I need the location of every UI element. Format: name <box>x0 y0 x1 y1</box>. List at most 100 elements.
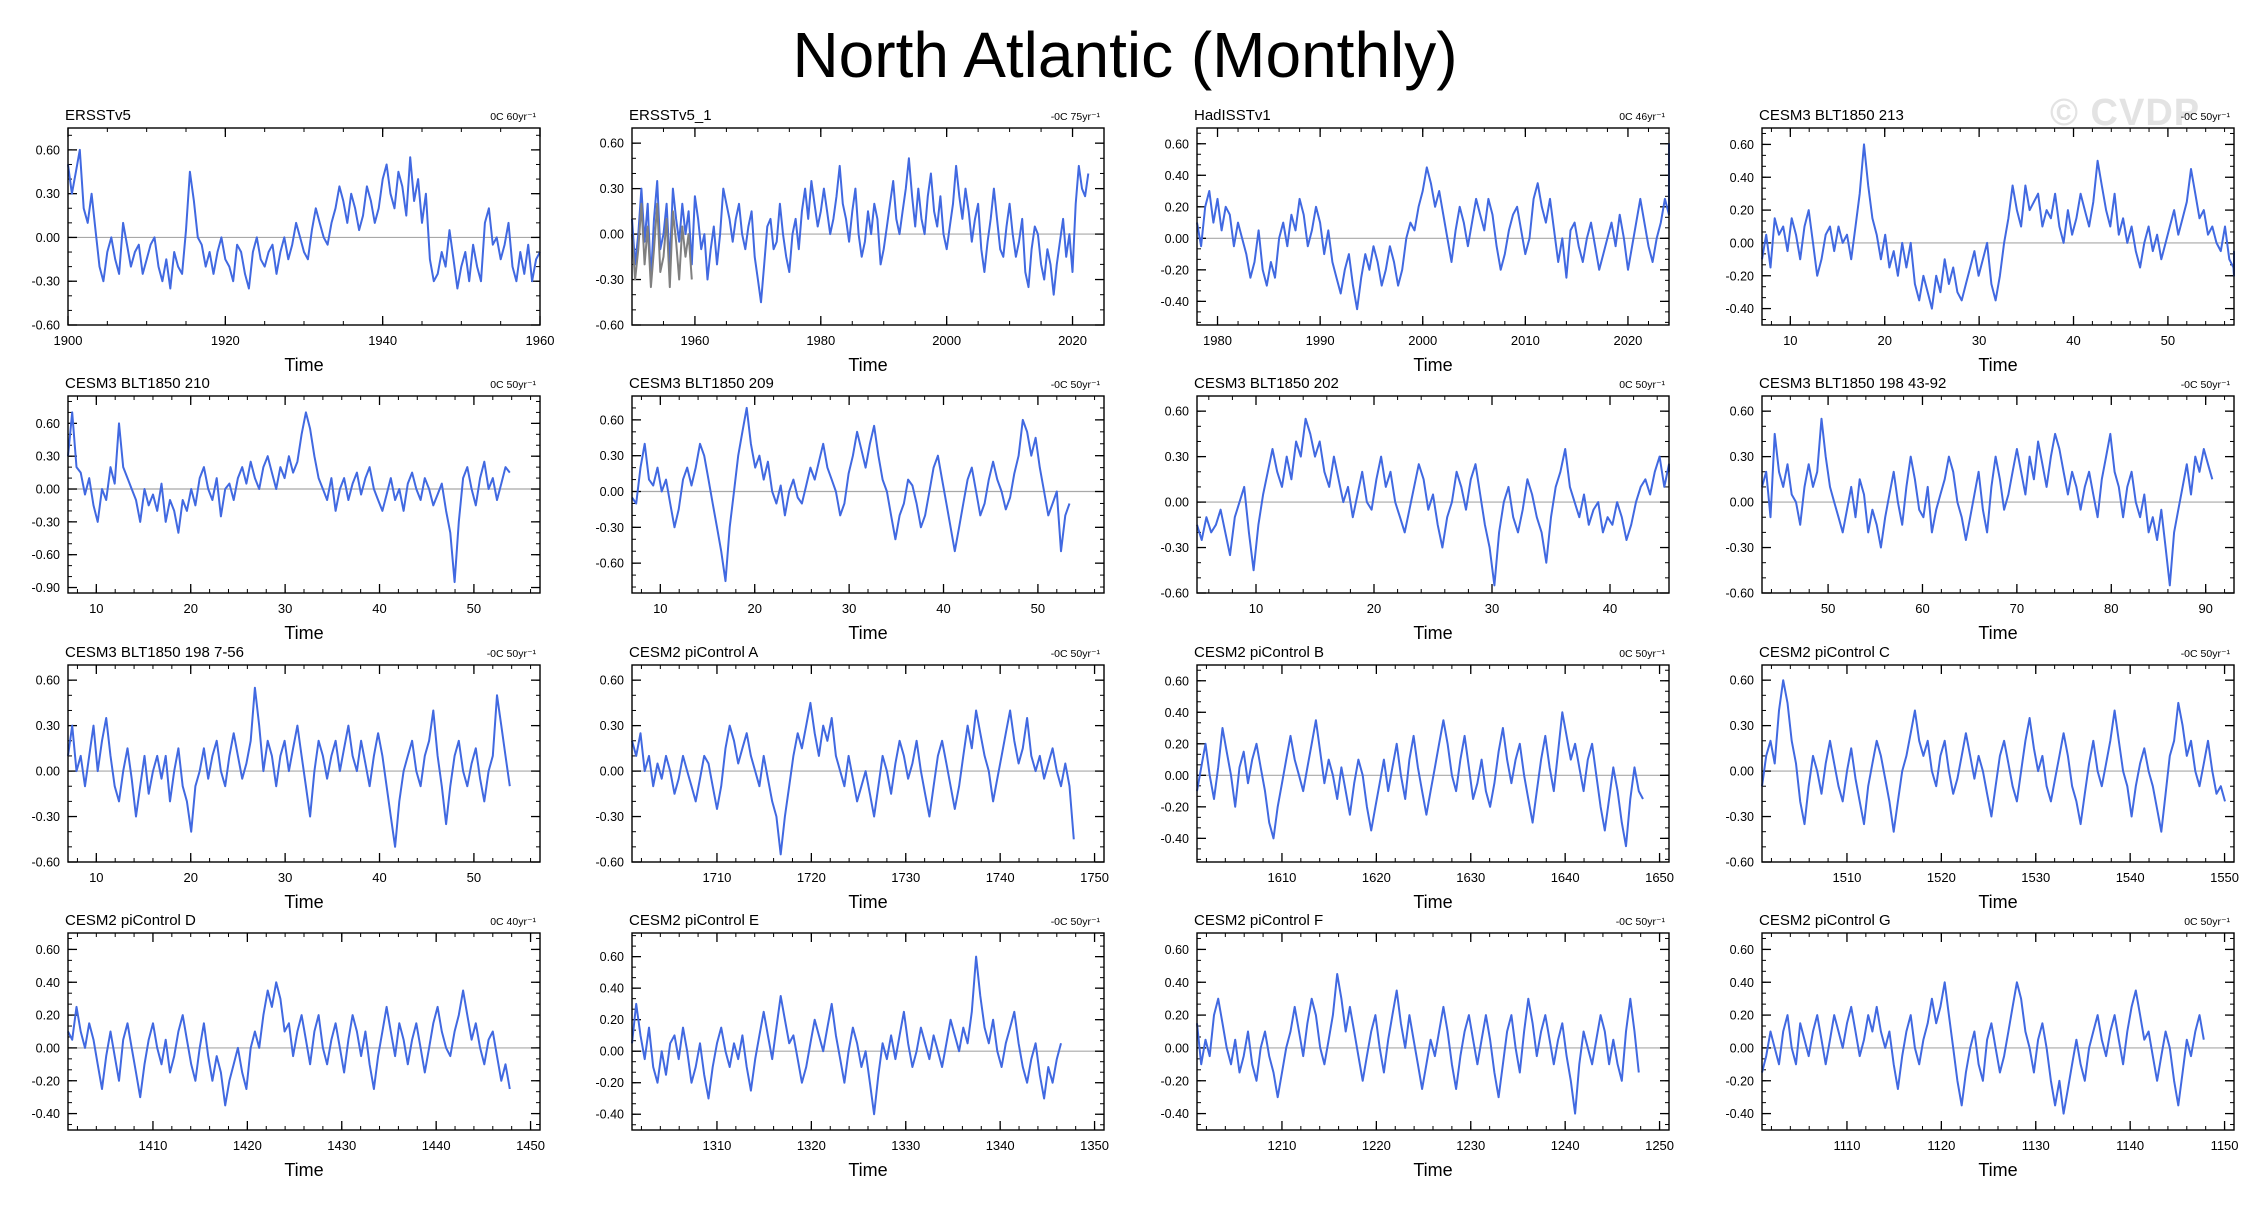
y-tick-label: 0.60 <box>1730 138 1754 152</box>
x-axis-label: Time <box>1413 1160 1452 1180</box>
y-tick-label: 0.30 <box>600 449 624 463</box>
trend-label: -0C 50yr⁻¹ <box>1051 916 1101 928</box>
y-tick-label: -0.60 <box>1726 856 1755 870</box>
x-tick-label: 1610 <box>1267 870 1296 885</box>
y-tick-label: 0.60 <box>1730 943 1754 957</box>
y-tick-label: 0.30 <box>600 719 624 733</box>
y-tick-label: 0.00 <box>1165 496 1189 510</box>
x-tick-label: 1740 <box>986 870 1015 885</box>
y-tick-label: -0.30 <box>1161 541 1190 555</box>
trend-label: -0C 50yr⁻¹ <box>2181 379 2231 391</box>
series-line <box>1196 417 1670 587</box>
x-tick-label: 1420 <box>233 1138 262 1153</box>
panel-title: CESM2 piControl B <box>1194 644 1324 661</box>
x-tick-label: 50 <box>467 601 481 616</box>
series-line <box>67 148 541 290</box>
x-tick-label: 1530 <box>2021 870 2050 885</box>
y-tick-label: -0.30 <box>1726 810 1755 824</box>
y-tick-label: 0.20 <box>36 1009 60 1023</box>
x-tick-label: 1130 <box>2022 1138 2050 1153</box>
series-line <box>67 686 511 848</box>
panel-9: CESM3 BLT1850 198 7-56 -0C 50yr⁻¹ 10 20 30 40… <box>32 644 541 912</box>
x-axis-label: Time <box>284 892 323 912</box>
x-tick-label: 20 <box>747 601 761 616</box>
panel-title: HadISSTv1 <box>1194 107 1271 124</box>
cvdp-watermark: © CVDP <box>2050 92 2201 134</box>
x-axis-label: Time <box>284 355 323 375</box>
x-axis-label: Time <box>848 355 887 375</box>
x-tick-label: 2000 <box>1408 333 1437 348</box>
y-tick-label: -0.60 <box>596 319 625 333</box>
series-line <box>67 411 511 584</box>
y-tick-label: 0.60 <box>600 413 624 427</box>
y-tick-label: -0.20 <box>1726 1074 1755 1088</box>
panel-title: CESM2 piControl G <box>1759 912 1891 929</box>
x-tick-label: 1240 <box>1551 1138 1580 1153</box>
plot-frame <box>1761 932 2235 1131</box>
plot-frame <box>67 127 541 326</box>
y-tick-label: -0.40 <box>1161 832 1190 846</box>
x-tick-label: 1340 <box>986 1138 1015 1153</box>
y-tick-label: 0.30 <box>36 450 60 464</box>
trend-label: 0C 40yr⁻¹ <box>490 916 536 928</box>
x-tick-label: 40 <box>1603 601 1617 616</box>
y-tick-label: -0.20 <box>596 1076 625 1090</box>
y-tick-label: 0.60 <box>1165 137 1189 151</box>
y-tick-label: -0.60 <box>1726 587 1755 601</box>
panel-title: CESM3 BLT1850 209 <box>629 375 774 392</box>
x-tick-label: 1320 <box>797 1138 826 1153</box>
panel-title: CESM2 piControl C <box>1759 644 1890 661</box>
x-tick-label: 50 <box>1821 601 1835 616</box>
x-tick-label: 1430 <box>327 1138 356 1153</box>
x-tick-label: 80 <box>2104 601 2118 616</box>
y-tick-label: 0.00 <box>600 228 624 242</box>
series-line <box>1196 711 1644 848</box>
y-tick-label: 0.00 <box>1730 765 1754 779</box>
x-tick-label: 1960 <box>680 333 709 348</box>
x-tick-label: 50 <box>467 870 481 885</box>
y-tick-label: -0.60 <box>1161 587 1190 601</box>
panel-title: ERSSTv5 <box>65 107 131 124</box>
series-line <box>1761 981 2205 1115</box>
x-tick-label: 1110 <box>1833 1138 1860 1153</box>
panel-6: CESM3 BLT1850 209 -0C 50yr⁻¹ 10 20 30 40 50 -0.… <box>596 375 1105 643</box>
y-tick-label: 0.00 <box>36 765 60 779</box>
y-tick-label: -0.30 <box>596 810 625 824</box>
y-tick-label: 0.00 <box>36 483 60 497</box>
y-tick-label: 0.40 <box>1165 976 1189 990</box>
plot-frame <box>1196 127 1670 326</box>
x-axis-label: Time <box>848 623 887 643</box>
panel-7: CESM3 BLT1850 202 0C 50yr⁻¹ 10 20 30 40 -0.60 -… <box>1161 375 1670 643</box>
trend-label: -0C 50yr⁻¹ <box>1051 648 1101 660</box>
y-tick-label: 0.60 <box>600 950 624 964</box>
x-tick-label: 1630 <box>1456 870 1485 885</box>
series-line <box>1196 973 1640 1115</box>
y-tick-label: 0.60 <box>1165 943 1189 957</box>
plot-frame <box>1761 395 2235 594</box>
series-line <box>631 701 1075 856</box>
plot-frame <box>1196 932 1670 1131</box>
panel-15: CESM2 piControl F -0C 50yr⁻¹ 1210 1220 1230 1… <box>1161 912 1675 1180</box>
x-tick-label: 1710 <box>702 870 731 885</box>
x-tick-label: 1150 <box>2211 1138 2239 1153</box>
panel-title: CESM2 piControl F <box>1194 912 1323 929</box>
x-tick-label: 40 <box>936 601 950 616</box>
panel-16: CESM2 piControl G 0C 50yr⁻¹ 1110 1120 1130 11… <box>1726 912 2239 1180</box>
x-tick-label: 30 <box>842 601 856 616</box>
y-tick-label: 0.30 <box>36 187 60 201</box>
x-tick-label: 1540 <box>2116 870 2145 885</box>
x-tick-label: 1520 <box>1927 870 1956 885</box>
y-tick-label: -0.90 <box>32 581 61 595</box>
x-tick-label: 1940 <box>368 333 397 348</box>
y-tick-label: -0.40 <box>1726 302 1755 316</box>
series-line <box>631 955 1062 1116</box>
x-tick-label: 1230 <box>1456 1138 1485 1153</box>
y-tick-label: 0.60 <box>600 674 624 688</box>
trend-label: 0C 50yr⁻¹ <box>1619 379 1665 391</box>
trend-label: -0C 50yr⁻¹ <box>1616 916 1666 928</box>
x-tick-label: 30 <box>278 870 292 885</box>
y-tick-label: -0.60 <box>32 319 61 333</box>
y-tick-label: 0.60 <box>1165 674 1189 688</box>
x-tick-label: 1510 <box>1832 870 1861 885</box>
y-tick-label: 0.30 <box>600 182 624 196</box>
